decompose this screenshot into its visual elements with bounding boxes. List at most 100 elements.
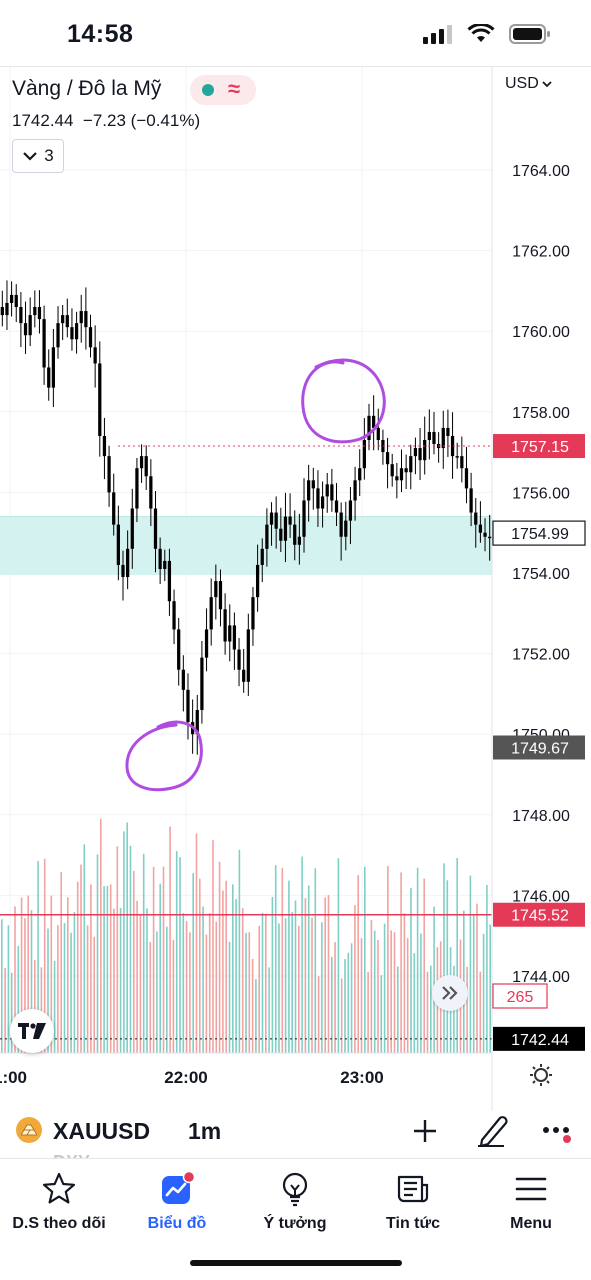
tradingview-logo-icon[interactable] [10, 1009, 54, 1053]
scroll-to-realtime-button[interactable] [432, 975, 468, 1011]
volume-bar [162, 866, 165, 1053]
volume-bar [446, 880, 449, 1053]
volume-bar [294, 900, 297, 1053]
candle-body [450, 435, 455, 457]
volume-bar [86, 925, 89, 1053]
home-indicator [190, 1260, 402, 1266]
candle-body [441, 427, 445, 449]
candle-body [255, 564, 260, 598]
star-icon [42, 1172, 76, 1204]
price-change: −7.23 [82, 111, 126, 130]
volume-bar [126, 822, 128, 1053]
candle-body [70, 327, 74, 340]
candle-body [47, 367, 51, 388]
volume-bar [218, 861, 221, 1053]
volume-bar [324, 897, 326, 1053]
candles [0, 280, 492, 755]
volume-bar [311, 917, 313, 1053]
volume-bar [298, 925, 300, 1053]
candle [237, 638, 241, 687]
volume-bar [321, 922, 323, 1053]
volume-bar [380, 975, 383, 1053]
chevron-down-icon [542, 80, 552, 87]
candle [362, 418, 366, 480]
candle-body [265, 524, 269, 549]
tab-news[interactable]: Tin tức [354, 1171, 472, 1241]
candle [269, 502, 274, 546]
settings-icon[interactable] [530, 1064, 552, 1086]
volume-bar [241, 908, 244, 1053]
volume-bar [354, 905, 356, 1053]
candle-body [84, 311, 88, 328]
chart-area[interactable]: 1764.00 1762.00 1760.00 1758.00 1756.00 1754.… [0, 66, 591, 1111]
volume-bar [364, 866, 366, 1053]
symbol-title[interactable]: Vàng / Đô la Mỹ [12, 77, 162, 100]
tab-watchlist[interactable]: D.S theo dõi [0, 1171, 118, 1241]
volume-bar [472, 914, 475, 1053]
volume-bar [146, 908, 148, 1053]
candle [209, 578, 213, 646]
candle-body [167, 560, 172, 602]
candle-body [98, 363, 102, 436]
time-axis-tick: 1:00 [0, 1068, 27, 1087]
more-options-icon[interactable] [540, 1118, 576, 1148]
candle [460, 436, 464, 483]
currency-selector[interactable]: USD [505, 75, 552, 93]
price-axis[interactable]: 1764.00 1762.00 1760.00 1758.00 1756.00 1754.… [512, 163, 570, 986]
volume-bar [337, 858, 340, 1053]
volume-bar [222, 890, 224, 1053]
candle-body [464, 468, 469, 489]
candle [74, 311, 79, 354]
candle [274, 496, 278, 549]
volume-bar [182, 913, 185, 1053]
indicators-collapse-button[interactable]: 3 [12, 139, 64, 173]
volume-label-box [492, 983, 548, 1009]
candle-body [460, 456, 464, 469]
add-icon[interactable] [410, 1112, 440, 1148]
candle-body [153, 508, 158, 549]
drawing-tools-icon[interactable] [474, 1110, 512, 1150]
status-time: 14:58 [67, 20, 134, 48]
volume-bar [291, 912, 293, 1053]
candle-body [74, 323, 79, 340]
candle-body [483, 532, 487, 537]
volume-bar [119, 907, 122, 1053]
volume-bar [63, 923, 66, 1053]
candle-body [130, 508, 134, 549]
candle [427, 409, 431, 460]
volume-bar [469, 875, 472, 1053]
timeframe-button[interactable]: 1m [188, 1118, 222, 1144]
candle-body [311, 480, 315, 489]
candle [186, 673, 190, 740]
volume-bar [27, 895, 29, 1053]
candle-body [390, 464, 394, 477]
price-chart[interactable]: 1764.00 1762.00 1760.00 1758.00 1756.00 1754.… [0, 67, 591, 1111]
candle-body [135, 468, 139, 509]
candle-body [116, 524, 120, 565]
market-status-pill[interactable]: ≈ [190, 75, 256, 105]
volume-bar [284, 918, 287, 1053]
volume-bar [479, 971, 482, 1053]
volume-bar [215, 921, 218, 1053]
candle [293, 510, 297, 561]
tab-menu[interactable]: Menu [472, 1171, 590, 1241]
time-axis[interactable]: 1:00 22:00 23:00 [0, 1068, 384, 1087]
price-axis-tick: 1756.00 [512, 485, 570, 502]
candle-body [339, 512, 343, 537]
candle [311, 467, 315, 510]
candle-body [362, 440, 366, 469]
candle [0, 290, 4, 327]
price-label-gray: 1749.67 [493, 735, 585, 760]
volume-bar [50, 895, 53, 1053]
candle [42, 305, 46, 385]
candle [474, 498, 478, 548]
volume-bar [37, 860, 39, 1053]
symbol-name-button[interactable]: XAUUSD [53, 1118, 151, 1144]
tab-chart[interactable]: Biểu đồ [118, 1171, 236, 1241]
candle [130, 488, 134, 569]
candle [464, 446, 469, 504]
candle-body [353, 480, 357, 501]
volume-bar [314, 868, 317, 1053]
tab-ideas[interactable]: Ý tưởng [236, 1171, 354, 1241]
volume-bar [159, 883, 161, 1053]
